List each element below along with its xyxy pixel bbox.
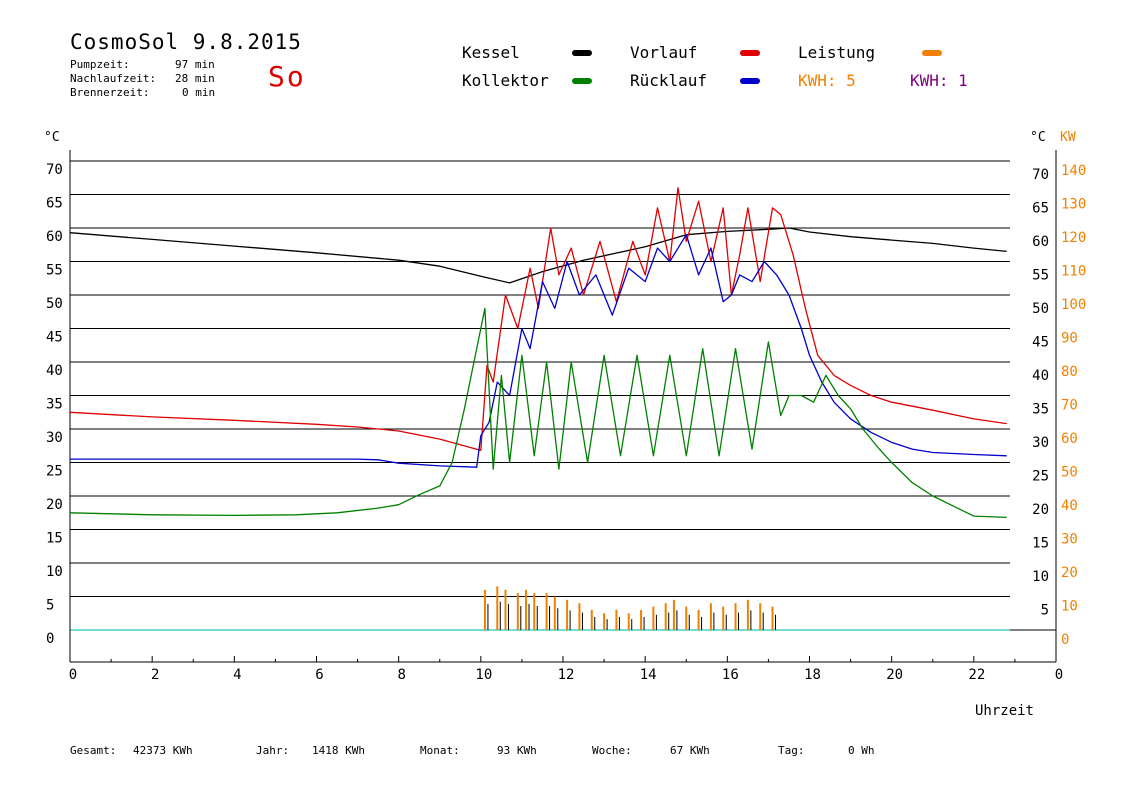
x-tick-label-6: 12 — [558, 667, 575, 683]
y-left-tick-label-30: 30 — [46, 430, 63, 446]
legend-kwh-purple: KWH: 1 — [910, 71, 968, 90]
y-right-tick-label-55: 55 — [1032, 268, 1049, 284]
legend-vorlauf-swatch — [740, 50, 760, 56]
y-right-tick-label-45: 45 — [1032, 335, 1049, 351]
y-axis-label-right: °C — [1030, 130, 1046, 145]
y-left-tick-label-65: 65 — [46, 196, 63, 212]
y-kw-tick-label-120: 120 — [1061, 230, 1086, 246]
y-left-tick-label-60: 60 — [46, 229, 63, 245]
footer-tag-label: Tag: — [778, 744, 805, 757]
y-left-tick-label-70: 70 — [46, 162, 63, 178]
footer-monat-label: Monat: — [420, 744, 460, 757]
y-right-tick-label-40: 40 — [1032, 368, 1049, 384]
y-left-tick-label-35: 35 — [46, 397, 63, 413]
legend-leistung-label: Leistung — [798, 43, 876, 62]
legend-kollektor-label: Kollektor — [462, 71, 549, 90]
y-right-tick-label-65: 65 — [1032, 201, 1049, 217]
y-left-tick-label-0: 0 — [46, 631, 54, 647]
y-left-tick-label-15: 15 — [46, 531, 63, 547]
y-right-tick-label-60: 60 — [1032, 234, 1049, 250]
footer-gesamt-value: 42373 KWh — [133, 744, 193, 757]
legend-ruecklauf-swatch — [740, 78, 760, 84]
y-kw-tick-label-20: 20 — [1061, 565, 1078, 581]
y-kw-tick-label-110: 110 — [1061, 264, 1086, 280]
footer-gesamt-label: Gesamt: — [70, 744, 117, 757]
footer-woche-label: Woche: — [592, 744, 632, 757]
x-tick-label-2: 4 — [233, 667, 241, 683]
x-tick-label-0: 0 — [69, 667, 77, 683]
y-left-tick-label-25: 25 — [46, 464, 63, 480]
x-tick-label-4: 8 — [397, 667, 405, 683]
series-line-kessel — [69, 227, 1007, 284]
legend-kollektor-swatch — [572, 78, 592, 84]
series-line-vorlauf — [69, 187, 1007, 452]
y-right-tick-label-70: 70 — [1032, 167, 1049, 183]
y-left-tick-label-40: 40 — [46, 363, 63, 379]
legend-ruecklauf-label: Rücklauf — [630, 71, 708, 90]
x-axis-label: Uhrzeit — [975, 703, 1034, 719]
footer-jahr-label: Jahr: — [256, 744, 290, 757]
x-tick-label-8: 16 — [722, 667, 739, 683]
y-left-tick-label-50: 50 — [46, 296, 63, 312]
brennerzeit-label: Brennerzeit: — [70, 86, 150, 99]
x-tick-label-10: 20 — [886, 667, 903, 683]
footer-woche-value: 67 KWh — [670, 744, 710, 757]
y-kw-tick-label-50: 50 — [1061, 465, 1078, 481]
x-tick-label-11: 22 — [968, 667, 985, 683]
x-tick-label-12: 0 — [1055, 667, 1063, 683]
footer-monat-value: 93 KWh — [497, 744, 537, 757]
legend-vorlauf-label: Vorlauf — [630, 43, 698, 62]
y-right-tick-label-20: 20 — [1032, 502, 1049, 518]
y-axis-label-left: °C — [44, 130, 60, 145]
chart-title: CosmoSol 9.8.2015 — [70, 30, 302, 54]
x-tick-label-3: 6 — [315, 667, 323, 683]
y-right-tick-label-30: 30 — [1032, 435, 1049, 451]
y-right-tick-label-50: 50 — [1032, 301, 1049, 317]
pumpzeit-label: Pumpzeit: — [70, 58, 130, 71]
y-left-tick-label-20: 20 — [46, 497, 63, 513]
y-kw-tick-label-100: 100 — [1061, 297, 1086, 313]
y-kw-tick-label-90: 90 — [1061, 331, 1078, 347]
x-tick-label-5: 10 — [475, 667, 492, 683]
y-axis-label-kw: KW — [1060, 130, 1076, 145]
legend-leistung-swatch — [922, 50, 942, 56]
y-left-tick-label-45: 45 — [46, 330, 63, 346]
nachlaufzeit-label: Nachlaufzeit: — [70, 72, 157, 85]
legend-kessel-swatch — [572, 50, 592, 56]
y-kw-tick-label-30: 30 — [1061, 532, 1078, 548]
footer-jahr-value: 1418 KWh — [312, 744, 365, 757]
y-right-tick-label-5: 5 — [1041, 603, 1049, 619]
y-kw-tick-label-80: 80 — [1061, 364, 1078, 380]
y-kw-tick-label-40: 40 — [1061, 498, 1078, 514]
y-right-tick-label-25: 25 — [1032, 469, 1049, 485]
nachlaufzeit-value: 28 min — [175, 72, 215, 85]
pumpzeit-value: 97 min — [175, 58, 215, 71]
series-line-kollektor — [69, 307, 1007, 519]
x-tick-label-9: 18 — [804, 667, 821, 683]
y-right-tick-label-10: 10 — [1032, 569, 1049, 585]
y-kw-tick-label-60: 60 — [1061, 431, 1078, 447]
y-kw-tick-label-70: 70 — [1061, 398, 1078, 414]
legend-kwh-orange: KWH: 5 — [798, 71, 856, 90]
footer-tag-value: 0 Wh — [848, 744, 875, 757]
series-line-rcklauf — [70, 234, 1007, 468]
x-tick-label-7: 14 — [640, 667, 657, 683]
legend-kessel-label: Kessel — [462, 43, 520, 62]
y-left-tick-label-10: 10 — [46, 564, 63, 580]
y-right-tick-label-15: 15 — [1032, 536, 1049, 552]
y-kw-tick-label-130: 130 — [1061, 197, 1086, 213]
brennerzeit-value: 0 min — [182, 86, 216, 99]
y-left-tick-label-5: 5 — [46, 598, 54, 614]
y-left-tick-label-55: 55 — [46, 263, 63, 279]
weekday-label: So — [268, 60, 306, 93]
y-kw-tick-label-10: 10 — [1061, 599, 1078, 615]
y-kw-tick-label-0: 0 — [1061, 632, 1069, 648]
y-kw-tick-label-140: 140 — [1061, 163, 1086, 179]
y-right-tick-label-35: 35 — [1032, 402, 1049, 418]
x-tick-label-1: 2 — [151, 667, 159, 683]
